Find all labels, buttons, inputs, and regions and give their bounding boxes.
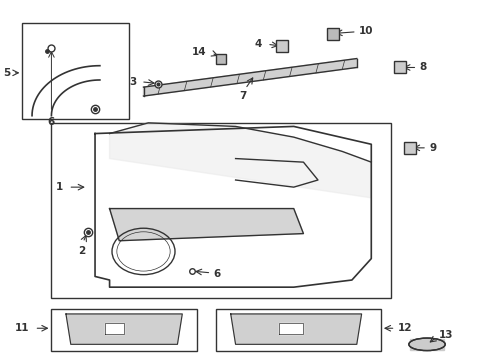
Polygon shape	[143, 59, 356, 96]
Text: 3: 3	[129, 77, 136, 87]
Text: 14: 14	[191, 47, 206, 57]
Text: 9: 9	[428, 143, 436, 153]
Polygon shape	[230, 314, 361, 344]
Bar	[51, 123, 390, 298]
Text: 4: 4	[254, 39, 262, 49]
Text: 6: 6	[48, 117, 55, 127]
Text: 5: 5	[3, 68, 10, 78]
Polygon shape	[409, 339, 443, 350]
Polygon shape	[66, 314, 182, 344]
Text: 8: 8	[419, 63, 426, 72]
Bar	[216, 309, 380, 351]
Polygon shape	[109, 123, 370, 198]
Bar	[51, 309, 196, 351]
Text: 12: 12	[397, 323, 411, 333]
Text: 10: 10	[359, 26, 373, 36]
Text: 2: 2	[78, 246, 85, 256]
Text: 7: 7	[239, 91, 246, 102]
Polygon shape	[104, 323, 124, 334]
Text: 6: 6	[213, 269, 221, 279]
Text: 1: 1	[56, 182, 63, 192]
Text: 13: 13	[438, 330, 453, 341]
Polygon shape	[109, 208, 303, 241]
Bar	[22, 23, 129, 119]
Polygon shape	[279, 323, 303, 334]
Text: 11: 11	[15, 323, 30, 333]
